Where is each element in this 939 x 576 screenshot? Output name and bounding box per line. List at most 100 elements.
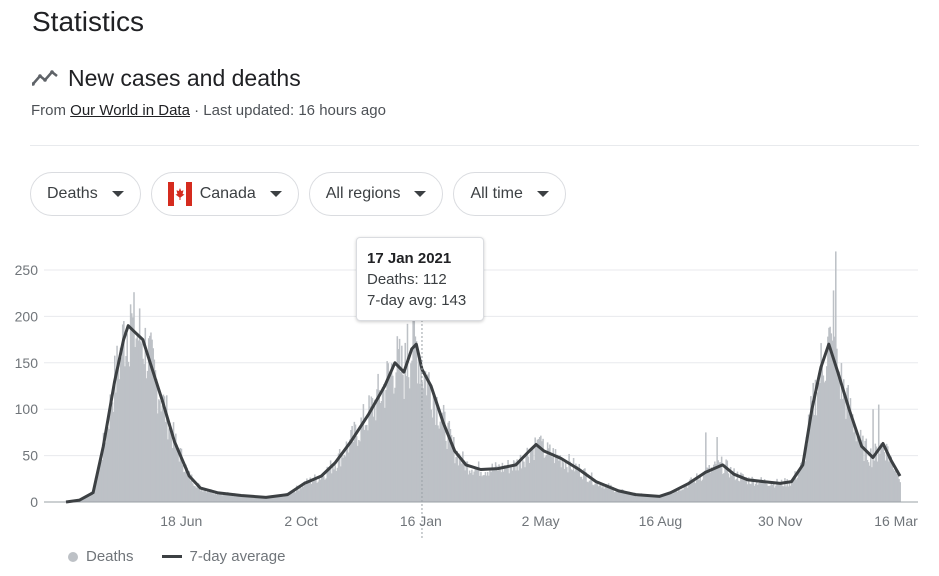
deaths-bar	[745, 477, 748, 502]
deaths-bar	[94, 477, 97, 502]
deaths-bar	[553, 463, 556, 502]
deaths-bar	[804, 461, 807, 502]
deaths-bar	[152, 348, 154, 502]
deaths-bar	[815, 415, 818, 502]
deaths-bar	[346, 446, 349, 502]
deaths-bar	[299, 487, 301, 502]
deaths-chart[interactable]: 0 50 100 150 200 250 18 Jun 2 Oct 16 Jan 2 May 16 …	[0, 230, 939, 542]
deaths-bar	[645, 494, 647, 502]
deaths-bar	[593, 485, 595, 502]
time-range-dropdown[interactable]: All time	[453, 172, 566, 216]
deaths-bar	[514, 461, 516, 502]
deaths-bar	[757, 484, 759, 502]
deaths-bar	[646, 495, 648, 502]
deaths-bar	[310, 483, 313, 502]
deaths-bar	[533, 460, 535, 502]
deaths-bar	[285, 492, 288, 502]
deaths-bar	[850, 419, 853, 502]
deaths-bar	[103, 441, 106, 502]
deaths-bar	[180, 448, 183, 502]
deaths-bar	[497, 470, 499, 502]
deaths-bar	[386, 361, 388, 502]
deaths-bar	[667, 494, 670, 502]
deaths-bar	[701, 479, 704, 502]
deaths-bar	[378, 390, 380, 502]
deaths-bar	[516, 459, 518, 502]
deaths-bar	[501, 462, 504, 502]
deaths-bar	[424, 371, 427, 502]
deaths-bar	[305, 484, 307, 502]
deaths-bar	[587, 482, 590, 502]
x-tick-label: 18 Jun	[160, 513, 202, 529]
deaths-bar	[306, 478, 308, 502]
deaths-bar	[767, 485, 769, 502]
region-dropdown[interactable]: All regions	[308, 172, 444, 216]
deaths-bar	[671, 493, 673, 502]
deaths-bar	[221, 495, 223, 502]
deaths-bar	[706, 467, 708, 502]
deaths-bar	[505, 468, 507, 502]
deaths-bar	[352, 441, 355, 502]
deaths-bar	[551, 457, 553, 502]
deaths-bar	[300, 488, 303, 502]
chart-tooltip: 17 Jan 2021 Deaths: 112 7-day avg: 143	[356, 237, 484, 321]
deaths-bar	[624, 493, 627, 502]
deaths-bar	[799, 463, 802, 502]
deaths-bar	[199, 490, 202, 502]
deaths-bar	[848, 413, 851, 502]
caret-down-icon	[536, 191, 549, 197]
country-dropdown[interactable]: Canada	[150, 172, 299, 216]
deaths-bar	[544, 456, 547, 502]
deaths-bar	[751, 476, 753, 502]
deaths-bar	[360, 417, 362, 502]
deaths-bar	[759, 481, 761, 502]
deaths-bar	[132, 317, 134, 502]
deaths-bar	[470, 473, 472, 502]
source-link[interactable]: Our World in Data	[70, 102, 190, 119]
deaths-bar	[549, 444, 551, 502]
deaths-bar	[694, 483, 697, 502]
deaths-bar	[484, 472, 487, 502]
deaths-bar	[823, 382, 826, 502]
deaths-bar	[873, 460, 875, 502]
deaths-bar	[575, 463, 577, 502]
deaths-bar	[124, 366, 126, 502]
deaths-bar	[715, 464, 717, 502]
x-tick-label: 16 Mar	[874, 513, 918, 529]
deaths-bar	[396, 336, 399, 502]
deaths-bar	[114, 355, 116, 502]
deaths-bar	[535, 446, 538, 502]
deaths-bar	[404, 342, 406, 502]
deaths-bar	[381, 386, 384, 502]
deaths-bar	[585, 472, 587, 502]
deaths-bar	[247, 496, 249, 502]
deaths-bar	[802, 459, 804, 502]
deaths-bar	[897, 470, 899, 502]
deaths-bar	[84, 497, 87, 502]
deaths-bar	[229, 493, 231, 502]
caret-down-icon	[111, 191, 124, 197]
deaths-bar	[894, 470, 897, 502]
deaths-bar	[527, 456, 530, 502]
deaths-bar	[562, 462, 565, 502]
deaths-bar	[232, 496, 235, 502]
deaths-bar	[250, 495, 253, 502]
deaths-bar	[182, 472, 185, 502]
deaths-bar	[705, 432, 707, 502]
deaths-bar	[867, 462, 870, 502]
deaths-bar	[323, 476, 325, 502]
deaths-bar	[354, 424, 357, 502]
deaths-bar	[761, 480, 764, 502]
deaths-bar	[758, 483, 760, 502]
deaths-bar	[85, 496, 88, 502]
deaths-bar	[711, 468, 714, 502]
deaths-bar	[577, 470, 579, 502]
deaths-bar	[363, 429, 366, 502]
deaths-bar	[870, 448, 872, 502]
deaths-bar	[864, 440, 866, 502]
metric-dropdown[interactable]: Deaths	[30, 172, 141, 216]
deaths-bar	[710, 467, 713, 502]
section-title: New cases and deaths	[68, 64, 301, 91]
deaths-bar	[786, 479, 788, 502]
deaths-bar	[175, 433, 177, 502]
